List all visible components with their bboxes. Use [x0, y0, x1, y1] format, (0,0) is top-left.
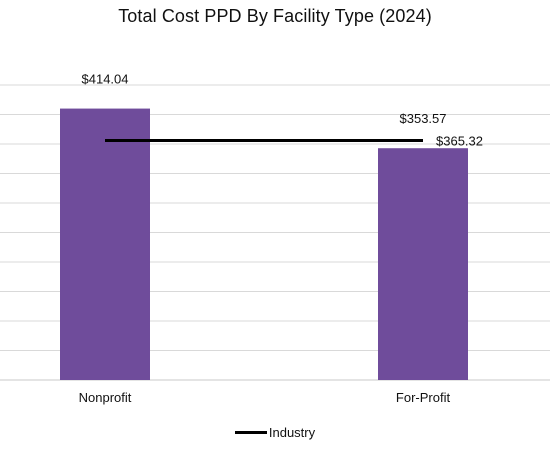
bar-for-profit	[378, 148, 468, 380]
category-label: Nonprofit	[79, 390, 132, 405]
labels: $414.04 Nonprofit $353.57 For-Profit	[79, 72, 451, 405]
industry-line-group: $365.32	[105, 134, 483, 149]
industry-line-label: $365.32	[436, 134, 483, 149]
bars	[60, 108, 468, 380]
legend-industry-label: Industry	[268, 425, 316, 440]
legend-industry-swatch	[234, 431, 267, 434]
category-label: For-Profit	[396, 390, 451, 405]
data-label: $353.57	[400, 111, 447, 126]
chart-title: Total Cost PPD By Facility Type (2024)	[118, 6, 432, 26]
data-label: $414.04	[82, 72, 129, 87]
bar-nonprofit	[60, 108, 150, 380]
legend: Industry	[0, 425, 550, 440]
